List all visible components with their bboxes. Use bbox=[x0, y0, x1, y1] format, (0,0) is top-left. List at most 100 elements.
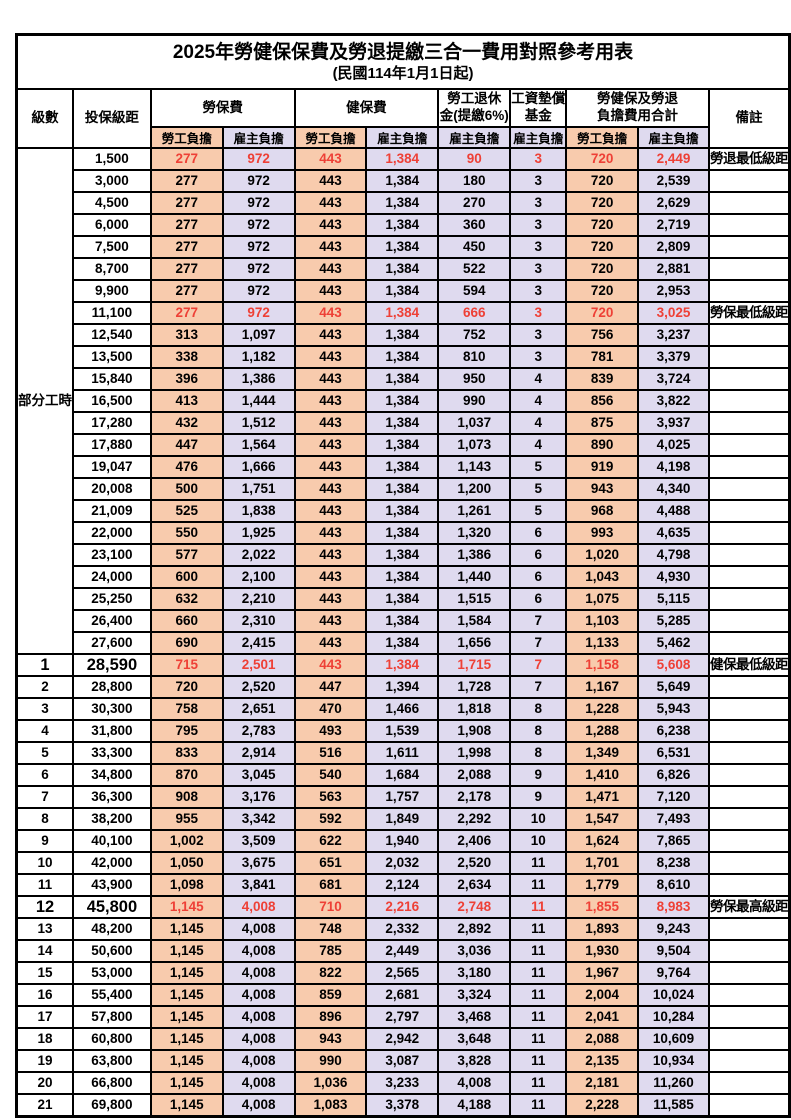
value-cell: 1,075 bbox=[565, 587, 640, 611]
value-cell: 756 bbox=[565, 323, 640, 347]
value-cell: 4,188 bbox=[437, 1093, 512, 1118]
value-cell: 516 bbox=[293, 741, 368, 765]
value-cell: 9 bbox=[509, 785, 568, 809]
value-cell: 993 bbox=[565, 521, 640, 545]
value-cell: 2,942 bbox=[365, 1027, 440, 1051]
table-row: 13 48,200 1,145 4,008 748 2,332 2,892 11 1,893 9,… bbox=[15, 917, 791, 941]
value-cell: 1,288 bbox=[565, 719, 640, 743]
table-row: 6,000 277 972 443 1,384 360 3 720 2,719 bbox=[17, 213, 791, 237]
value-cell: 972 bbox=[221, 147, 296, 171]
value-cell: 2,406 bbox=[437, 829, 512, 853]
value-cell: 6 bbox=[509, 565, 568, 589]
value-cell: 443 bbox=[293, 653, 368, 677]
value-cell: 1,855 bbox=[565, 895, 640, 919]
subheader-pension-employer: 雇主負擔 bbox=[437, 126, 512, 149]
level-cell: 19 bbox=[15, 1049, 74, 1073]
value-cell: 4,635 bbox=[637, 521, 710, 545]
value-cell: 277 bbox=[149, 279, 224, 303]
value-cell: 720 bbox=[565, 301, 640, 325]
value-cell: 443 bbox=[293, 477, 368, 501]
table-row: 11 43,900 1,098 3,841 681 2,124 2,634 11 1,779 8,… bbox=[15, 873, 791, 897]
value-cell: 1,073 bbox=[437, 433, 512, 457]
value-cell: 396 bbox=[149, 367, 224, 391]
level-cell: 9 bbox=[15, 829, 74, 853]
value-cell: 1,564 bbox=[221, 433, 296, 457]
value-cell: 1,098 bbox=[149, 873, 224, 897]
value-cell: 443 bbox=[293, 191, 368, 215]
value-cell: 11 bbox=[509, 961, 568, 985]
value-cell: 3 bbox=[509, 147, 568, 171]
total-line2: 負擔費用合計 bbox=[597, 108, 679, 123]
table-row: 7 36,300 908 3,176 563 1,757 2,178 9 1,471 7,120 bbox=[15, 785, 791, 809]
value-cell: 1,394 bbox=[365, 675, 440, 699]
value-cell: 443 bbox=[293, 257, 368, 281]
table-row: 27,600 690 2,415 443 1,384 1,656 7 1,133 5,462 bbox=[17, 631, 791, 655]
value-cell: 1,515 bbox=[437, 587, 512, 611]
bracket-cell: 57,800 bbox=[72, 1005, 152, 1029]
value-cell: 10,609 bbox=[637, 1027, 710, 1051]
table-row: 20,008 500 1,751 443 1,384 1,200 5 943 4,340 bbox=[17, 477, 791, 501]
bracket-cell: 3,000 bbox=[72, 169, 152, 193]
value-cell: 2,210 bbox=[221, 587, 296, 611]
value-cell: 550 bbox=[149, 521, 224, 545]
value-cell: 5 bbox=[509, 477, 568, 501]
remark-cell bbox=[707, 411, 791, 435]
value-cell: 943 bbox=[293, 1027, 368, 1051]
level-cell: 2 bbox=[15, 675, 74, 699]
remark-cell bbox=[707, 345, 791, 369]
value-cell: 338 bbox=[149, 345, 224, 369]
value-cell: 1,818 bbox=[437, 697, 512, 721]
value-cell: 11 bbox=[509, 1005, 568, 1029]
value-cell: 5,608 bbox=[637, 653, 710, 677]
value-cell: 11 bbox=[509, 1093, 568, 1118]
value-cell: 2,520 bbox=[437, 851, 512, 875]
value-cell: 1,512 bbox=[221, 411, 296, 435]
level-cell: 17 bbox=[15, 1005, 74, 1029]
value-cell: 972 bbox=[221, 301, 296, 325]
value-cell: 4,198 bbox=[637, 455, 710, 479]
value-cell: 1,684 bbox=[365, 763, 440, 787]
value-cell: 3,176 bbox=[221, 785, 296, 809]
value-cell: 2,914 bbox=[221, 741, 296, 765]
value-cell: 443 bbox=[293, 455, 368, 479]
value-cell: 277 bbox=[149, 191, 224, 215]
bracket-cell: 28,590 bbox=[72, 653, 152, 677]
table-row: 25,250 632 2,210 443 1,384 1,515 6 1,075 5,115 bbox=[17, 587, 791, 611]
value-cell: 2,022 bbox=[221, 543, 296, 567]
remark-cell: 勞退最低級距 bbox=[707, 147, 791, 171]
value-cell: 522 bbox=[437, 257, 512, 281]
remark-cell bbox=[707, 1049, 791, 1073]
value-cell: 443 bbox=[293, 389, 368, 413]
value-cell: 622 bbox=[293, 829, 368, 853]
value-cell: 2,520 bbox=[221, 675, 296, 699]
table-row: 8,700 277 972 443 1,384 522 3 720 2,881 bbox=[17, 257, 791, 281]
value-cell: 1,751 bbox=[221, 477, 296, 501]
value-cell: 2,004 bbox=[565, 983, 640, 1007]
value-cell: 1,261 bbox=[437, 499, 512, 523]
subheader-health-employee: 勞工負擔 bbox=[293, 126, 368, 149]
value-cell: 11 bbox=[509, 851, 568, 875]
table-row: 15,840 396 1,386 443 1,384 950 4 839 3,724 bbox=[17, 367, 791, 391]
remark-cell bbox=[707, 543, 791, 567]
table-row: 20 66,800 1,145 4,008 1,036 3,233 4,008 11 2,181… bbox=[15, 1071, 791, 1095]
value-cell: 6 bbox=[509, 543, 568, 567]
value-cell: 8 bbox=[509, 719, 568, 743]
value-cell: 3 bbox=[509, 213, 568, 237]
value-cell: 277 bbox=[149, 301, 224, 325]
page-title: 2025年勞健保保費及勞退提繳三合一費用對照參考用表 bbox=[172, 41, 634, 63]
table-row: 9,900 277 972 443 1,384 594 3 720 2,953 bbox=[17, 279, 791, 303]
value-cell: 2,629 bbox=[637, 191, 710, 215]
value-cell: 1,386 bbox=[221, 367, 296, 391]
value-cell: 1,384 bbox=[365, 609, 440, 633]
table-row: 9 40,100 1,002 3,509 622 1,940 2,406 10 1,624 7,8… bbox=[15, 829, 791, 853]
value-cell: 3,468 bbox=[437, 1005, 512, 1029]
col-header-level: 級數 bbox=[15, 88, 74, 149]
bracket-cell: 60,800 bbox=[72, 1027, 152, 1051]
value-cell: 2,088 bbox=[437, 763, 512, 787]
table-row: 13,500 338 1,182 443 1,384 810 3 781 3,379 bbox=[17, 345, 791, 369]
value-cell: 3,675 bbox=[221, 851, 296, 875]
value-cell: 432 bbox=[149, 411, 224, 435]
value-cell: 720 bbox=[565, 147, 640, 171]
bracket-cell: 43,900 bbox=[72, 873, 152, 897]
